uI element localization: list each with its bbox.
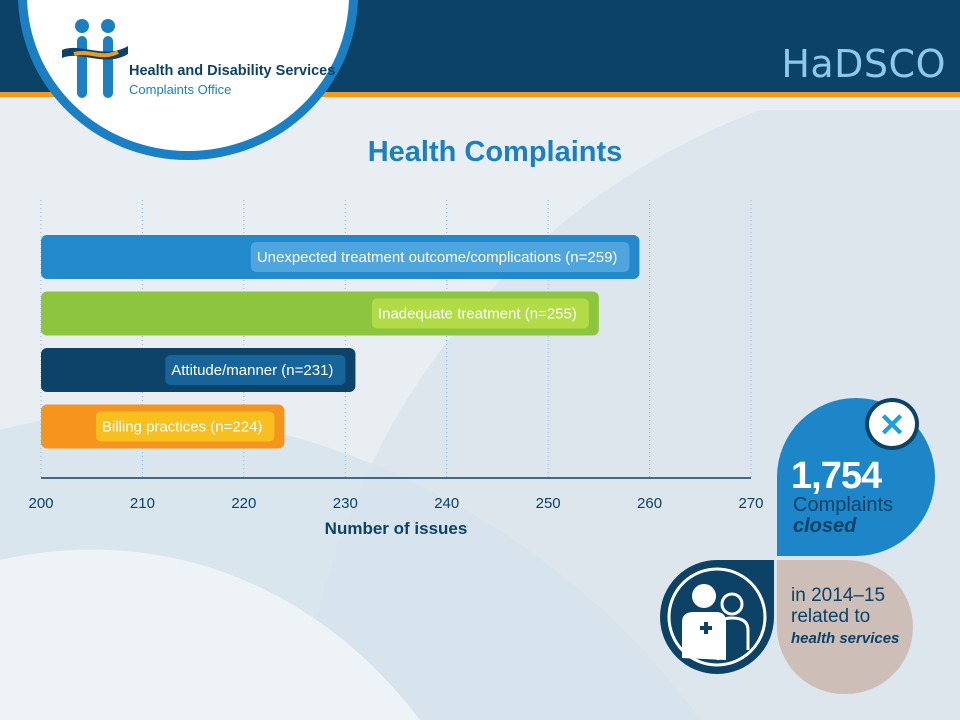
bar-label: Unexpected treatment outcome/complicatio… <box>257 249 618 266</box>
x-tick-label: 240 <box>434 495 459 512</box>
bar-label: Billing practices (n=224) <box>102 419 263 436</box>
bar-label: Attitude/manner (n=231) <box>171 362 333 379</box>
bar-label: Inadequate treatment (n=255) <box>378 306 577 323</box>
x-tick-label: 220 <box>231 495 256 512</box>
complaints-closed-number: 1,754 <box>791 455 882 497</box>
close-icon: ✕ <box>865 398 919 450</box>
bar-label-background <box>371 298 589 329</box>
bar-label-background <box>95 411 275 442</box>
year-text: in 2014–15 <box>791 585 886 606</box>
complaints-closed-label: Complaints <box>793 494 894 516</box>
related-bubble <box>777 560 913 694</box>
org-subtitle: Complaints Office <box>129 82 232 97</box>
health-professional-icon <box>667 567 767 667</box>
x-tick-label: 230 <box>333 495 358 512</box>
brand-wordmark: HaDSCO <box>781 42 946 86</box>
org-name: Health and Disability Services <box>129 63 336 79</box>
bar-label-background <box>165 355 346 385</box>
complaints-closed-label-2: closed <box>793 515 857 537</box>
x-tick-label: 200 <box>28 495 53 512</box>
x-axis-label: Number of issues <box>325 519 468 538</box>
header-accent-stripe <box>0 92 960 97</box>
x-tick-label: 260 <box>637 495 662 512</box>
bar-label-background <box>250 242 630 272</box>
chart-title: Health Complaints <box>367 136 623 168</box>
x-tick-label: 250 <box>536 495 561 512</box>
hadsco-logo-icon <box>62 19 128 98</box>
health-services-text: health services <box>791 630 900 647</box>
related-to-text: related to <box>791 606 871 627</box>
x-tick-label: 210 <box>130 495 155 512</box>
x-tick-label: 270 <box>738 495 763 512</box>
